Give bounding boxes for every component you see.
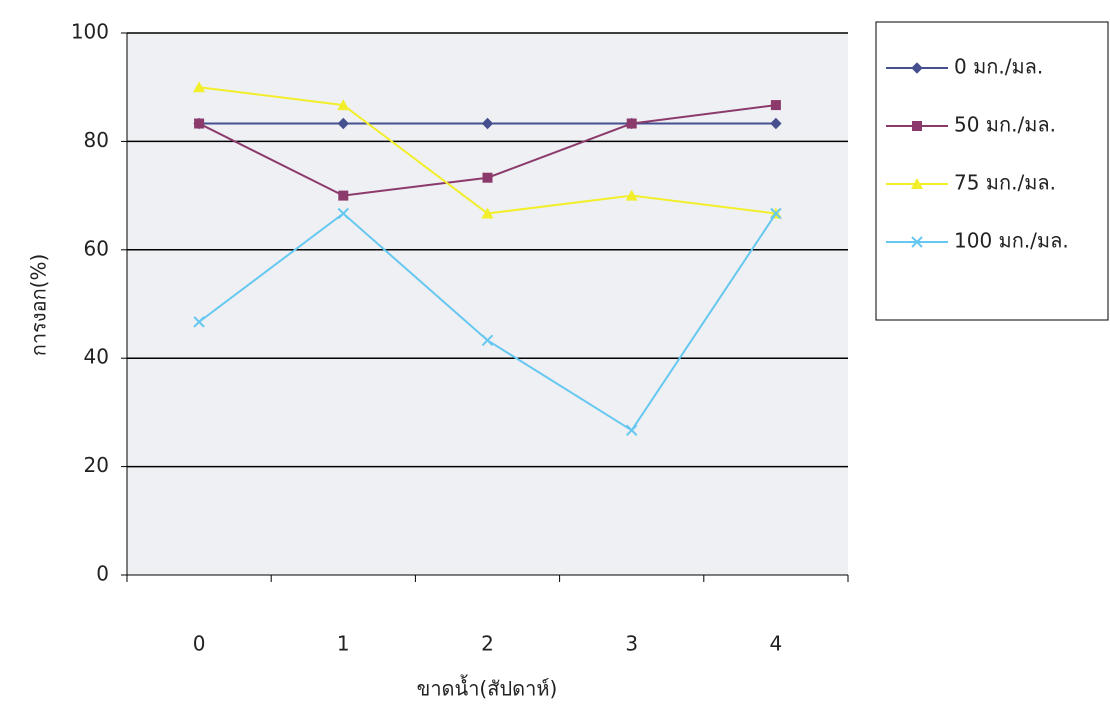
x-tick-label: 0 (193, 632, 206, 656)
x-tick-label: 2 (481, 632, 494, 656)
y-tick-label: 80 (84, 128, 109, 152)
marker (911, 236, 923, 248)
marker (625, 424, 638, 436)
legend-label: 100 มก./มล. (954, 229, 1069, 253)
y-tick-label: 100 (71, 20, 109, 44)
marker (337, 99, 350, 111)
legend-box (875, 21, 1109, 321)
marker (193, 316, 205, 328)
y-axis-title: การงอก(%) (27, 254, 51, 357)
marker (193, 81, 206, 93)
marker (194, 118, 205, 129)
plot-area (127, 33, 848, 575)
marker (770, 207, 782, 220)
legend-label: 0 มก./มล. (954, 55, 1043, 79)
x-tick-label: 1 (337, 632, 350, 656)
x-tick-label: 3 (625, 632, 638, 656)
marker (337, 207, 350, 220)
marker (481, 117, 494, 130)
y-tick-label: 40 (84, 345, 109, 369)
y-tick-label: 60 (84, 236, 109, 260)
legend-label: 75 มก./มล. (954, 171, 1056, 195)
y-tick-label: 20 (84, 453, 109, 477)
marker (626, 118, 637, 129)
marker (337, 117, 350, 130)
legend-label: 50 มก./มล. (954, 113, 1056, 137)
x-axis-title: ขาดน้ำ(สัปดาห์) (417, 675, 558, 701)
marker (481, 334, 494, 347)
marker (338, 190, 349, 201)
x-tick-label: 4 (770, 632, 783, 656)
y-tick-label: 0 (96, 562, 109, 586)
marker (770, 100, 781, 111)
marker (911, 62, 923, 74)
marker (482, 172, 493, 183)
marker (912, 121, 922, 131)
marker (481, 207, 494, 219)
marker (911, 178, 923, 189)
marker (770, 117, 782, 130)
marker (625, 189, 638, 201)
